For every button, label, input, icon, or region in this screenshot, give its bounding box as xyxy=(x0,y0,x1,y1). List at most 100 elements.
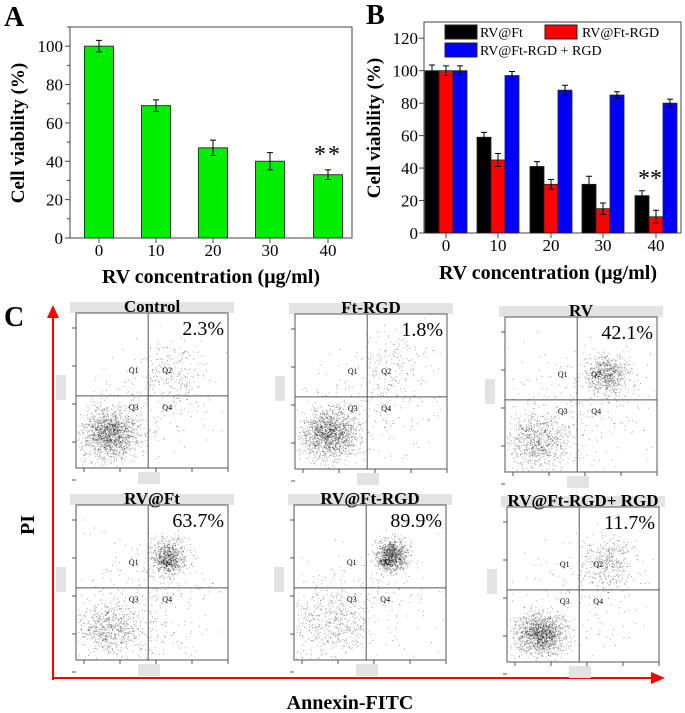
chart-a-bar xyxy=(141,105,171,239)
quadrant-label: Q1 xyxy=(347,558,357,567)
chart-b-xtick-label: 30 xyxy=(595,236,612,255)
flow-cytometry: Annexin-FITC PI Control Q1 Q2 Q3 Q4 2.3% Ft-RG… xyxy=(17,297,665,713)
chart-b-ytick-label: 20 xyxy=(401,192,418,211)
flow-scatter-points xyxy=(507,332,655,472)
quadrant-label: Q1 xyxy=(129,366,139,375)
flow-plot-frame xyxy=(75,312,229,469)
flow-scatter-points xyxy=(77,519,225,660)
chart-a: Cell viability (%) RV concentration (μg/… xyxy=(8,26,353,288)
chart-a-xtick-label: 20 xyxy=(205,241,222,260)
panel-title-bar xyxy=(501,496,665,507)
chart-b-bar xyxy=(452,70,468,234)
panel-label-c: C xyxy=(4,302,24,333)
chart-b-xtick-label: 0 xyxy=(442,236,451,255)
chart-b-errorbar xyxy=(614,91,620,99)
flow-panel: RV@Ft-RGD+ RGD Q1 Q2 Q3 Q4 11.7% xyxy=(487,491,665,678)
legend-swatch xyxy=(444,42,478,58)
panel-title-bar xyxy=(499,306,663,317)
chart-b: Cell viability (%) RV concentration (μg/… xyxy=(364,21,682,284)
panel-label-b: B xyxy=(366,0,385,31)
chart-a-xtick-label: 30 xyxy=(262,241,279,260)
quadrant-label: Q4 xyxy=(380,595,390,604)
chart-a-errorbar xyxy=(96,39,102,53)
chart-a-ytick-label: 20 xyxy=(46,191,63,210)
ylabel-placeholder xyxy=(485,379,495,404)
chart-b-errorbar xyxy=(653,209,659,224)
chart-b-errorbar xyxy=(429,64,435,77)
xlabel-placeholder xyxy=(569,666,591,678)
chart-b-ytick-label: 120 xyxy=(393,29,419,48)
xlabel-placeholder xyxy=(357,473,379,485)
panel-label-a: A xyxy=(4,2,25,33)
quadrant-label: Q1 xyxy=(129,558,139,567)
chart-b-ytick-label: 0 xyxy=(410,224,419,243)
chart-a-errorbar xyxy=(153,99,159,112)
chart-b-errorbar xyxy=(534,161,540,172)
flow-plot-frame xyxy=(294,313,448,470)
chart-b-errorbar xyxy=(639,190,645,202)
chart-a-ytick-label: 40 xyxy=(46,152,63,171)
chart-a-ytick-label: 80 xyxy=(46,76,63,95)
quadrant-label: Q3 xyxy=(129,403,139,412)
pi-label: PI xyxy=(17,515,39,535)
flow-scatter-points xyxy=(510,523,654,662)
panel-title-bar xyxy=(70,302,234,313)
chart-b-bar xyxy=(662,102,678,234)
chart-b-ytick-label: 40 xyxy=(401,159,418,178)
chart-b-xlabel: RV concentration (μg/ml) xyxy=(439,262,657,284)
flow-panel-title: RV xyxy=(569,301,594,320)
quadrant-label: Q1 xyxy=(348,367,358,376)
chart-a-xtick-label: 40 xyxy=(320,241,337,260)
flow-scatter-points xyxy=(296,527,444,660)
quadrant-label: Q4 xyxy=(381,404,391,413)
annexin-label: Annexin-FITC xyxy=(287,692,414,713)
panel-title-bar xyxy=(289,303,453,314)
flow-panel: RV@Ft-RGD Q1 Q2 Q3 Q4 89.9% xyxy=(274,489,452,676)
flow-panel-title: RV@Ft-RGD xyxy=(320,489,419,508)
chart-a-ylabel: Cell viability (%) xyxy=(8,63,29,203)
chart-b-bar xyxy=(634,195,650,234)
quadrant-label: Q1 xyxy=(558,370,568,379)
quadrant-label: Q2 xyxy=(380,558,390,567)
legend-swatch xyxy=(544,24,578,40)
quadrant-label: Q3 xyxy=(560,597,570,606)
legend-label: RV@Ft xyxy=(480,26,523,41)
chart-b-errorbar xyxy=(562,84,568,96)
ylabel-placeholder xyxy=(275,376,285,401)
flow-panel-title: RV@Ft-RGD+ RGD xyxy=(508,491,659,510)
flow-plot-frame xyxy=(506,506,660,663)
chart-b-ytick-label: 80 xyxy=(401,94,418,113)
quadrant-label: Q4 xyxy=(591,407,601,416)
chart-a-bar xyxy=(313,174,343,239)
ylabel-placeholder xyxy=(56,375,66,400)
ylabel-placeholder xyxy=(56,567,66,592)
chart-b-xtick-label: 10 xyxy=(490,236,507,255)
flow-percent: 1.8% xyxy=(401,319,443,341)
chart-b-bar xyxy=(529,166,545,234)
chart-b-errorbar xyxy=(443,65,449,77)
quadrant-label: Q3 xyxy=(129,595,139,604)
flow-panel-title: Control xyxy=(124,297,181,316)
chart-a-bar xyxy=(255,160,285,239)
chart-b-xtick-label: 40 xyxy=(648,236,665,255)
flow-plot-frame xyxy=(75,504,229,661)
flow-percent: 42.1% xyxy=(601,322,653,344)
chart-a-bar xyxy=(84,45,114,239)
chart-a-errorbar xyxy=(325,169,331,180)
chart-b-bar xyxy=(438,70,454,234)
flow-scatter-points xyxy=(297,317,441,469)
flow-panel: RV Q1 Q2 Q3 Q4 42.1% xyxy=(485,301,663,488)
quadrant-label: Q2 xyxy=(162,366,172,375)
chart-b-bar xyxy=(609,94,625,234)
flow-plot-frame xyxy=(504,316,658,473)
chart-b-bar xyxy=(424,70,440,234)
quadrant-label: Q3 xyxy=(347,595,357,604)
flow-scatter-points xyxy=(77,325,227,468)
quadrant-label: Q4 xyxy=(593,597,603,606)
chart-a-bar xyxy=(198,147,228,239)
flow-percent: 89.9% xyxy=(390,510,442,532)
ylabel-placeholder xyxy=(274,567,284,592)
chart-b-ytick-label: 100 xyxy=(393,62,419,81)
